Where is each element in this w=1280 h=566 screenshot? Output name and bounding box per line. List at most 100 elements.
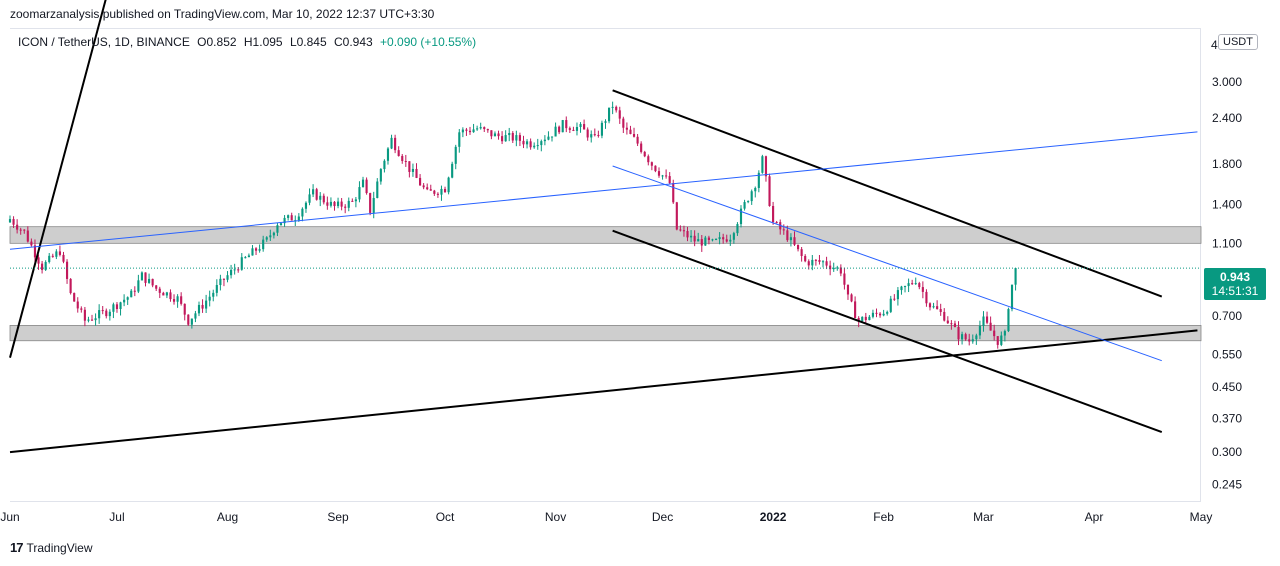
candle-body: [411, 168, 415, 172]
candle-body: [312, 189, 315, 195]
candle-body: [222, 278, 226, 280]
candle: [476, 125, 479, 131]
candle-body: [540, 141, 543, 146]
candle-body: [194, 313, 197, 319]
candle: [329, 197, 332, 208]
candle-body: [140, 272, 144, 281]
candle: [789, 233, 792, 247]
candle-body: [144, 272, 147, 283]
candle-body: [240, 257, 243, 270]
candle-body: [714, 239, 718, 241]
candle: [112, 302, 115, 319]
candle-body: [782, 229, 785, 231]
candle-body: [672, 183, 675, 203]
candle: [747, 200, 750, 204]
candle: [800, 247, 803, 262]
candle-body: [854, 301, 857, 319]
candle: [875, 308, 878, 318]
candle: [989, 316, 992, 331]
candle-body: [461, 129, 464, 133]
candle: [169, 289, 172, 302]
candle-body: [372, 197, 375, 213]
candle-body: [283, 217, 286, 224]
candle-body: [736, 224, 739, 234]
candle-body: [151, 278, 154, 286]
time-tick-label: May: [1190, 510, 1213, 524]
candle-body: [440, 188, 443, 195]
candle-body: [501, 136, 504, 142]
candle-body: [137, 280, 140, 292]
candle: [686, 226, 689, 242]
candle: [600, 120, 604, 139]
candle: [718, 232, 721, 245]
candle: [69, 278, 72, 295]
price-tick-label: 0.300: [1212, 445, 1242, 459]
candle: [978, 320, 981, 340]
candle: [212, 289, 215, 302]
candle-body: [468, 130, 472, 133]
candle-body: [811, 259, 814, 266]
candle-body: [693, 235, 696, 242]
candle-body: [119, 302, 122, 310]
candle: [276, 222, 279, 237]
candle: [254, 247, 258, 255]
candle: [472, 123, 475, 133]
candle: [768, 173, 771, 207]
candle-body: [711, 239, 714, 241]
candle: [336, 197, 340, 209]
candle: [1003, 329, 1006, 342]
candle: [176, 294, 179, 308]
candle: [233, 263, 236, 275]
candle-body: [422, 185, 425, 188]
candle-body: [985, 316, 989, 323]
candle: [693, 230, 696, 247]
candle: [447, 176, 450, 195]
candle-body: [682, 230, 686, 232]
candle-body: [775, 222, 778, 224]
symbol-pair[interactable]: ICON / TetherUS, 1D, BINANCE: [18, 35, 190, 49]
candle: [533, 142, 536, 149]
candle: [30, 238, 33, 247]
candle-body: [978, 325, 981, 336]
candle-body: [825, 261, 828, 266]
candle-body: [87, 319, 90, 321]
candle: [379, 168, 382, 185]
candle-body: [550, 136, 554, 138]
price-tick-label: 1.400: [1212, 198, 1242, 212]
candle-body: [522, 140, 525, 145]
time-tick-label: Jul: [109, 510, 124, 524]
candle: [615, 105, 618, 113]
candle-body: [265, 237, 268, 240]
candle-body: [722, 237, 725, 240]
candle: [579, 122, 582, 133]
candle-body: [907, 283, 910, 287]
currency-button[interactable]: USDT: [1218, 34, 1258, 50]
footer[interactable]: 17 TradingView: [10, 540, 93, 555]
candle-body: [914, 283, 917, 285]
candle-body: [451, 163, 454, 178]
last-price-tag: 0.943 14:51:31: [1204, 268, 1266, 300]
trendline-2: [612, 229, 1163, 433]
candle-body: [183, 303, 186, 315]
candle: [832, 262, 835, 272]
candle: [996, 336, 999, 349]
candle-body: [583, 124, 586, 130]
candle-body: [297, 216, 300, 221]
candle: [704, 235, 707, 246]
candle-body: [590, 134, 593, 138]
candle: [618, 106, 621, 124]
chart-pane[interactable]: [10, 28, 1201, 502]
candle-body: [675, 202, 678, 230]
candle: [632, 127, 636, 138]
candle: [622, 116, 625, 134]
candle-body: [732, 233, 735, 240]
candle-body: [554, 126, 557, 137]
candle-body: [961, 334, 964, 340]
candle: [205, 294, 208, 314]
candle: [151, 278, 154, 288]
candle: [754, 186, 757, 198]
candle: [190, 318, 193, 329]
price-tick-label: 0.700: [1212, 309, 1242, 323]
candle-body: [757, 172, 760, 188]
